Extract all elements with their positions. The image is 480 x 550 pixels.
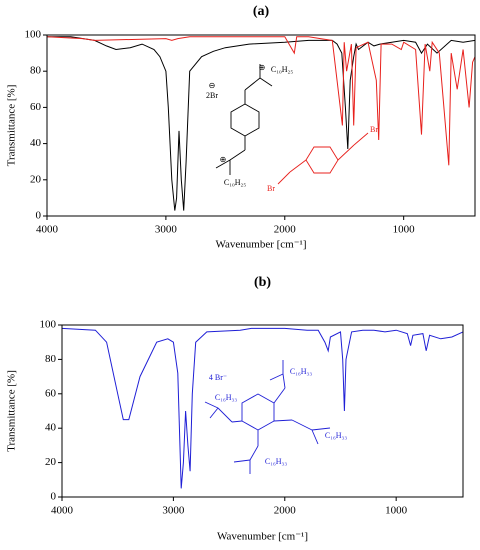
structure-label: C₁₀H₂₅ <box>224 178 246 187</box>
x-tick-label: 4000 <box>51 505 74 517</box>
molecule-red <box>277 132 369 185</box>
structure-label: 4 Br⁻ <box>209 373 227 382</box>
x-tick-label: 4000 <box>36 224 59 236</box>
structure-label: ⊕ <box>259 63 266 72</box>
structure-label: C₁₆H₃₃ <box>290 367 312 376</box>
structure-label: Br <box>370 125 378 134</box>
y-tick-label: 60 <box>30 101 42 113</box>
y-tick-label: 40 <box>30 137 42 149</box>
x-tick-label: 3000 <box>162 505 185 517</box>
y-tick-label: 20 <box>30 173 42 185</box>
y-tick-label: 80 <box>30 65 42 77</box>
spectrum-line <box>46 36 476 166</box>
spectrum-line <box>61 327 464 489</box>
y-tick-label: 100 <box>40 319 57 331</box>
y-axis-label: Transmittance [%] <box>6 85 18 167</box>
structure-label: C₁₆H₃₃ <box>325 431 347 440</box>
molecule-a <box>215 64 273 175</box>
x-tick-label: 1000 <box>393 224 416 236</box>
spectrum-line <box>47 36 476 211</box>
structure-label: 2Br <box>206 91 218 100</box>
structure-label: C₁₀H₂₅ <box>271 65 293 74</box>
y-tick-label: 0 <box>51 491 57 503</box>
molecule-b <box>204 360 331 474</box>
y-tick-label: 40 <box>45 422 57 434</box>
y-tick-label: 20 <box>45 456 57 468</box>
x-axis-label: Wavenumber [cm⁻¹] <box>216 239 307 251</box>
y-tick-label: 60 <box>45 387 57 399</box>
panel-title: (b) <box>254 275 271 290</box>
structure-label: C₁₆H₃₃ <box>265 457 287 466</box>
x-tick-label: 1000 <box>385 505 408 517</box>
y-axis-label: Transmittance [%] <box>6 370 18 452</box>
plot-frame <box>46 34 476 217</box>
x-axis-label: Wavenumber [cm⁻¹] <box>217 531 308 543</box>
structure-label: ⊕ <box>220 155 227 164</box>
y-tick-label: 80 <box>45 353 57 365</box>
x-tick-label: 3000 <box>155 224 178 236</box>
y-tick-label: 0 <box>36 210 42 222</box>
y-tick-label: 100 <box>25 29 42 41</box>
x-tick-label: 2000 <box>274 505 297 517</box>
structure-label: C₁₆H₃₃ <box>215 393 237 402</box>
x-tick-label: 2000 <box>274 224 297 236</box>
structure-label: Br <box>267 184 275 193</box>
structure-label: ⊖ <box>209 81 216 90</box>
plot-frame <box>61 324 464 498</box>
panel-title: (a) <box>253 4 270 19</box>
